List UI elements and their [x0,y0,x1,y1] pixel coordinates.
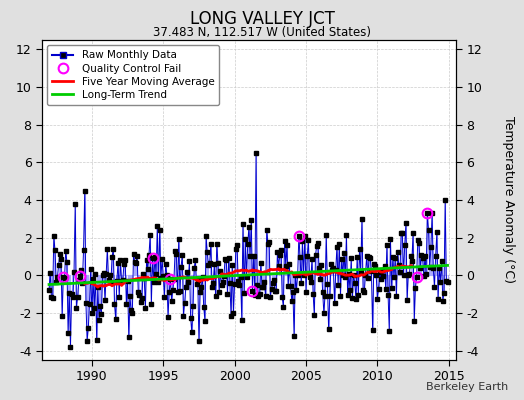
Legend: Raw Monthly Data, Quality Control Fail, Five Year Moving Average, Long-Term Tren: Raw Monthly Data, Quality Control Fail, … [47,45,220,105]
Text: Berkeley Earth: Berkeley Earth [426,382,508,392]
Text: 37.483 N, 112.517 W (United States): 37.483 N, 112.517 W (United States) [153,26,371,39]
Y-axis label: Temperature Anomaly (°C): Temperature Anomaly (°C) [501,116,515,284]
Text: LONG VALLEY JCT: LONG VALLEY JCT [190,10,334,28]
